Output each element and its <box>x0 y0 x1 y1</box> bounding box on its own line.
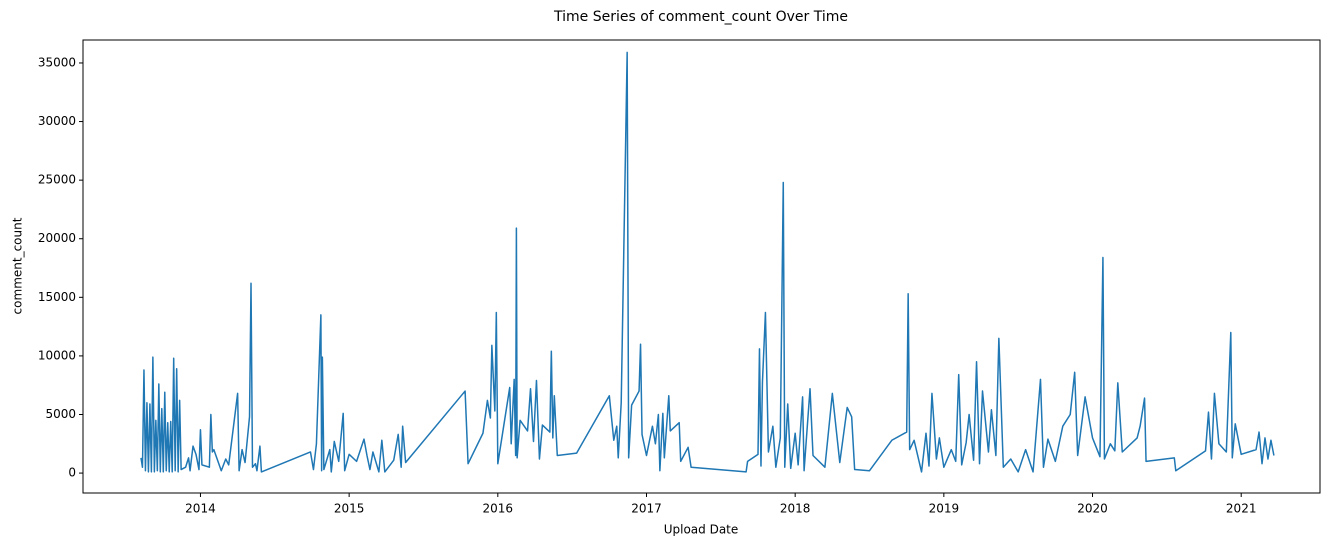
y-tick-label: 25000 <box>38 173 76 187</box>
x-axis-label: Upload Date <box>664 523 739 537</box>
x-tick-label: 2014 <box>185 502 216 516</box>
x-tick-label: 2017 <box>631 502 662 516</box>
y-tick-label: 0 <box>68 466 76 480</box>
x-tick-label: 2020 <box>1077 502 1108 516</box>
x-tick-label: 2021 <box>1226 502 1257 516</box>
y-tick-label: 30000 <box>38 114 76 128</box>
y-axis-label: comment_count <box>11 217 25 314</box>
y-tick-label: 20000 <box>38 231 76 245</box>
y-tick-label: 5000 <box>45 407 76 421</box>
x-tick-label: 2018 <box>780 502 811 516</box>
data-line <box>140 51 1275 473</box>
y-tick-label: 35000 <box>38 55 76 69</box>
y-tick-label: 10000 <box>38 348 76 362</box>
x-tick-label: 2015 <box>334 502 365 516</box>
x-tick-label: 2019 <box>929 502 960 516</box>
x-tick-label: 2016 <box>483 502 514 516</box>
plot-frame <box>82 39 1321 494</box>
y-tick-label: 15000 <box>38 290 76 304</box>
chart-title: Time Series of comment_count Over Time <box>553 9 848 25</box>
